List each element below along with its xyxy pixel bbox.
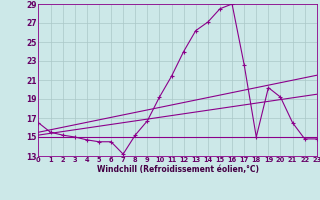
X-axis label: Windchill (Refroidissement éolien,°C): Windchill (Refroidissement éolien,°C) bbox=[97, 165, 259, 174]
